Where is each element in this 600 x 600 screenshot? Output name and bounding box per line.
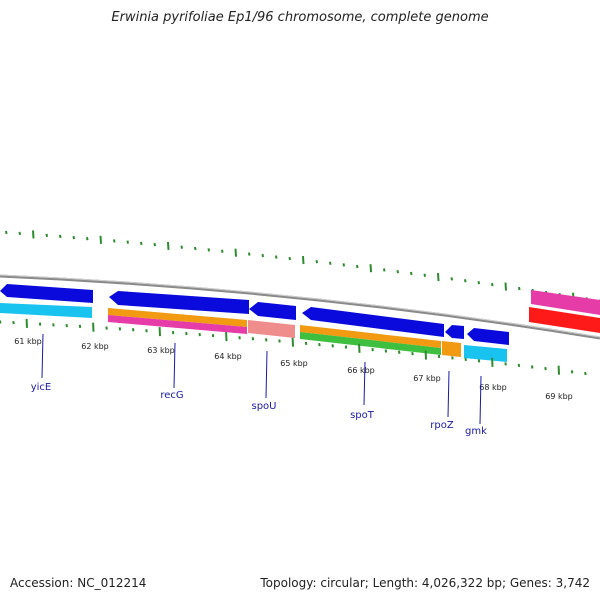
upper-tick [248,252,251,256]
feature-magenta-right[interactable] [531,290,600,315]
chromosome-backbone [0,274,600,340]
upper-tick [477,281,480,285]
upper-tick [261,253,264,258]
scale-label: 67 kbp [413,374,441,383]
accession-text: Accession: NC_012214 [10,576,147,590]
upper-tick [234,248,237,257]
gene-label[interactable]: spoT [350,410,375,421]
gene-label[interactable]: recG [160,390,183,401]
upper-tick [221,249,224,253]
upper-tick [342,263,345,267]
upper-tick [491,282,494,287]
scale-label: 63 kbp [147,346,175,355]
upper-tick [59,234,62,239]
upper-tick [437,272,440,282]
upper-tick [140,241,143,246]
upper-tick [99,235,102,244]
cds-arrow-gmk[interactable] [467,328,509,345]
scale-label: 64 kbp [214,352,242,361]
gene-bar-spoU-salmon[interactable] [248,320,295,338]
upper-tick [113,239,116,243]
upper-tick-row [5,230,600,303]
upper-tick [302,256,305,265]
gene-bar-spoT-orange[interactable] [300,325,441,348]
gene-bar-recG-magenta[interactable] [108,315,247,334]
gene-label[interactable]: spoU [252,401,277,412]
upper-tick [18,231,21,236]
upper-tick [126,240,129,244]
cds-arrow-rpoZ[interactable] [445,325,464,339]
scale-label: 66 kbp [347,366,375,375]
chromosome-backbone-highlight [0,274,600,338]
gene-leader-line [265,350,268,399]
gene-bar-spoT-green[interactable] [300,332,441,355]
upper-tick [153,242,156,247]
cds-arrow-recG[interactable] [109,291,249,314]
genome-summary-text: Topology: circular; Length: 4,026,322 bp… [260,576,590,590]
upper-tick [275,255,278,259]
lower-tick-row [0,318,587,376]
cds-arrow-spoU[interactable] [249,302,296,320]
upper-tick [167,241,170,250]
upper-tick [180,245,183,249]
gene-label[interactable]: yicE [31,382,52,393]
upper-tick [450,277,453,281]
upper-tick [518,286,521,291]
gene-label[interactable]: rpoZ [430,420,454,431]
gene-leader-line [41,333,44,379]
map-title: Erwinia pyrifoliae Ep1/96 chromosome, co… [111,10,489,25]
scale-label: 69 kbp [545,392,573,401]
gene-leader-line [447,370,450,418]
upper-tick [423,273,426,277]
upper-tick [329,261,332,265]
gene-bar-gmk-cyan[interactable] [464,345,507,362]
scale-label: 61 kbp [14,337,42,346]
scale-label: 68 kbp [479,383,507,392]
upper-tick [72,235,75,240]
upper-tick [356,264,359,269]
scale-labels: 61 kbp 62 kbp 63 kbp 64 kbp 65 kbp 66 kbp 67 k… [14,337,573,401]
cds-arrow-yicE[interactable] [0,284,93,303]
gene-leader-line [363,361,366,406]
gene-bar-recG-orange[interactable] [108,308,247,327]
gene-bar-rpoZ-orange[interactable] [442,341,461,357]
upper-tick [396,270,399,274]
upper-tick [32,230,35,239]
cds-arrow-spoT[interactable] [302,307,444,337]
upper-tick [207,248,210,252]
upper-tick [410,271,413,276]
upper-tick [315,260,318,264]
upper-tick [5,230,8,235]
gene-leader-line [173,342,176,389]
upper-tick [288,256,291,261]
upper-tick [383,268,386,272]
upper-tick [464,279,467,283]
upper-tick [86,236,89,241]
gene-label[interactable]: gmk [465,426,487,437]
upper-tick [369,264,372,273]
gene-leader-line [479,375,482,425]
gene-bar-yicE-cyan[interactable] [0,303,92,318]
upper-tick [194,246,197,251]
feature-red-right[interactable] [529,307,600,333]
upper-tick [45,233,48,238]
scale-label: 65 kbp [280,359,308,368]
gene-labels: yicE recG spoU spoT rpoZ gmk [31,333,487,437]
scale-label: 62 kbp [81,342,109,351]
upper-tick [504,282,507,291]
